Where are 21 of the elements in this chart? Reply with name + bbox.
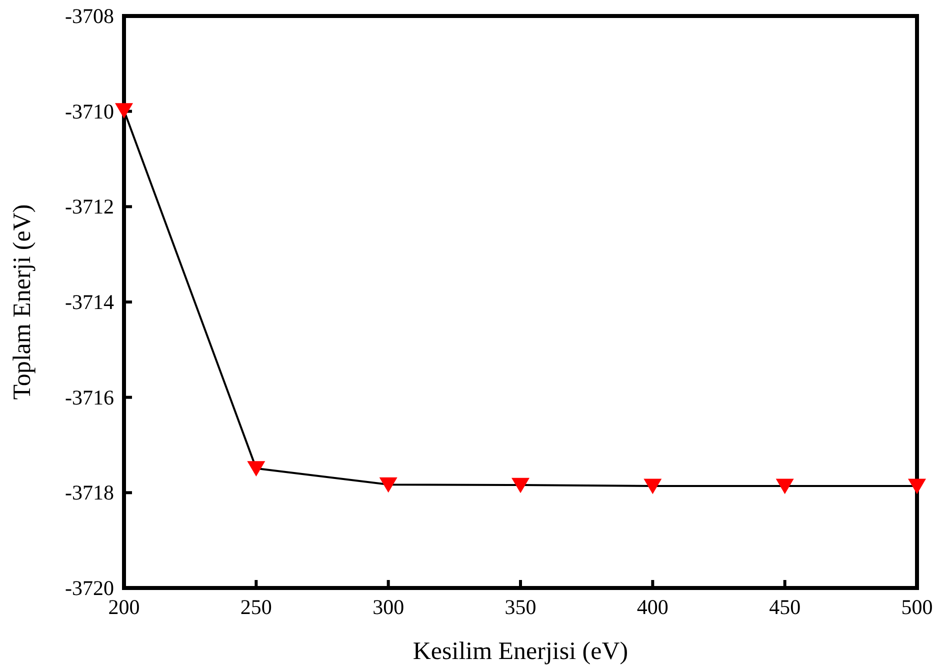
point bbox=[512, 478, 530, 494]
y-tick-label: -3712 bbox=[65, 194, 114, 219]
x-tick-label: 400 bbox=[636, 595, 668, 619]
y-tick-label: -3708 bbox=[65, 4, 114, 28]
x-tick-label: 500 bbox=[901, 595, 933, 619]
y-axis-title: Toplam Enerji (eV) bbox=[9, 204, 36, 400]
point bbox=[115, 103, 133, 118]
point bbox=[247, 461, 266, 476]
y-tick-label: -3710 bbox=[65, 99, 114, 124]
point bbox=[644, 478, 662, 494]
x-tick-label: 300 bbox=[372, 595, 404, 619]
point bbox=[776, 478, 794, 494]
x-tick-label: 350 bbox=[504, 595, 536, 619]
x-tick-label: 250 bbox=[240, 595, 272, 619]
y-tick-label: -3718 bbox=[65, 480, 114, 505]
y-tick-label: -3714 bbox=[65, 290, 114, 314]
point bbox=[379, 477, 398, 493]
y-tick-label: -3716 bbox=[65, 385, 114, 410]
point bbox=[908, 478, 926, 494]
x-tick-label: 450 bbox=[769, 595, 801, 619]
x-axis-title: Kesilim Enerjisi (eV) bbox=[412, 638, 628, 665]
